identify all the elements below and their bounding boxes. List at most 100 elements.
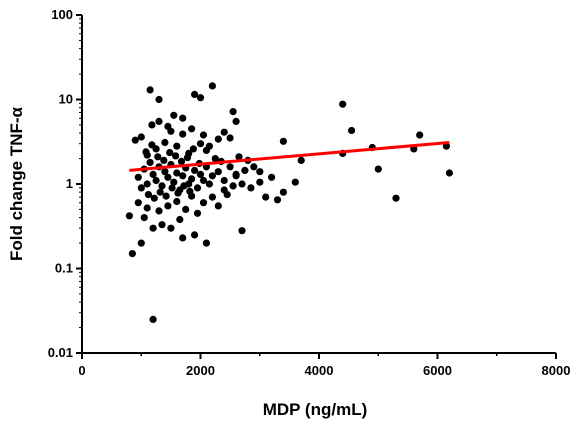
fit-line-group bbox=[129, 140, 450, 172]
data-point bbox=[205, 142, 213, 150]
data-point bbox=[140, 214, 148, 222]
axes bbox=[76, 14, 557, 359]
data-point bbox=[229, 182, 237, 190]
data-point bbox=[183, 154, 192, 162]
data-point bbox=[128, 250, 136, 258]
data-point bbox=[167, 224, 175, 232]
data-point bbox=[191, 90, 199, 98]
data-point bbox=[146, 158, 154, 166]
data-point bbox=[186, 187, 194, 195]
data-point bbox=[143, 180, 151, 188]
data-point bbox=[170, 178, 178, 186]
data-point bbox=[226, 163, 234, 171]
data-point bbox=[149, 224, 157, 232]
data-point bbox=[158, 221, 166, 229]
data-point bbox=[155, 207, 163, 215]
data-point bbox=[180, 182, 188, 190]
data-point bbox=[146, 86, 154, 94]
axis-labels: 0 2000 4000 6000 8000 0.01 0.1 1 10 100 MDP (ng/mL… bbox=[7, 7, 570, 419]
data-point bbox=[273, 196, 282, 204]
data-point bbox=[262, 193, 270, 201]
data-point bbox=[250, 163, 258, 171]
y-axis-title: Fold change TNF-α bbox=[7, 106, 26, 261]
data-point bbox=[220, 176, 228, 185]
data-point bbox=[179, 114, 187, 122]
data-point bbox=[279, 188, 287, 196]
y-tick-label: 100 bbox=[51, 7, 73, 22]
data-point bbox=[214, 135, 222, 143]
data-points bbox=[125, 82, 453, 323]
data-point bbox=[131, 136, 139, 144]
data-point bbox=[148, 121, 156, 129]
data-point bbox=[154, 153, 162, 161]
y-tick-label: 0.01 bbox=[48, 345, 73, 360]
y-tick-label: 0.1 bbox=[55, 261, 73, 276]
data-point bbox=[235, 153, 243, 161]
data-point bbox=[168, 184, 176, 192]
data-point bbox=[172, 152, 180, 160]
data-point bbox=[176, 215, 184, 224]
x-axis-title: MDP (ng/mL) bbox=[263, 400, 368, 419]
data-point bbox=[188, 175, 196, 183]
data-point bbox=[238, 180, 246, 188]
data-point bbox=[392, 194, 400, 202]
data-point bbox=[149, 170, 157, 178]
data-point bbox=[247, 184, 255, 192]
y-tick-label: 1 bbox=[66, 176, 73, 191]
x-tick-label: 6000 bbox=[423, 363, 452, 378]
data-point bbox=[241, 166, 249, 174]
data-point bbox=[214, 168, 222, 176]
data-point bbox=[374, 165, 382, 173]
x-tick-label: 4000 bbox=[305, 363, 334, 378]
data-point bbox=[193, 184, 202, 192]
data-point bbox=[214, 202, 222, 210]
data-point bbox=[256, 178, 264, 186]
data-point bbox=[134, 173, 142, 181]
data-point bbox=[205, 180, 213, 188]
data-point bbox=[226, 134, 234, 142]
data-point bbox=[202, 239, 210, 247]
y-tick-label: 10 bbox=[59, 92, 73, 107]
data-point bbox=[179, 234, 187, 242]
data-point bbox=[173, 142, 181, 150]
data-point bbox=[229, 108, 237, 116]
data-point bbox=[442, 142, 450, 150]
data-point bbox=[208, 172, 216, 180]
data-point bbox=[164, 202, 172, 210]
data-point bbox=[158, 182, 166, 190]
data-point bbox=[152, 176, 160, 185]
data-point bbox=[170, 111, 178, 119]
data-point bbox=[173, 197, 181, 206]
data-point bbox=[199, 199, 208, 207]
data-point bbox=[191, 231, 199, 239]
data-point bbox=[232, 172, 240, 180]
data-point bbox=[211, 155, 219, 163]
data-point bbox=[199, 176, 208, 185]
data-point bbox=[208, 82, 216, 90]
data-point bbox=[137, 184, 145, 192]
data-point bbox=[164, 122, 172, 130]
data-point bbox=[148, 141, 156, 149]
data-point bbox=[232, 117, 240, 125]
data-point bbox=[161, 168, 169, 176]
data-point bbox=[156, 188, 164, 196]
data-point bbox=[144, 191, 152, 199]
data-point bbox=[134, 199, 142, 207]
data-point bbox=[149, 315, 157, 323]
data-point bbox=[268, 173, 276, 181]
data-point bbox=[220, 128, 228, 136]
data-point bbox=[143, 204, 151, 212]
data-point bbox=[177, 157, 186, 165]
data-point bbox=[137, 239, 145, 247]
data-point bbox=[155, 117, 163, 125]
data-point bbox=[208, 193, 216, 201]
data-point bbox=[238, 227, 246, 235]
data-point bbox=[191, 166, 199, 174]
data-point bbox=[279, 137, 287, 145]
x-tick-label: 0 bbox=[78, 363, 85, 378]
data-point bbox=[142, 148, 150, 156]
data-point bbox=[125, 212, 133, 220]
data-point bbox=[256, 168, 264, 176]
data-point bbox=[160, 156, 168, 164]
data-point bbox=[196, 170, 205, 178]
